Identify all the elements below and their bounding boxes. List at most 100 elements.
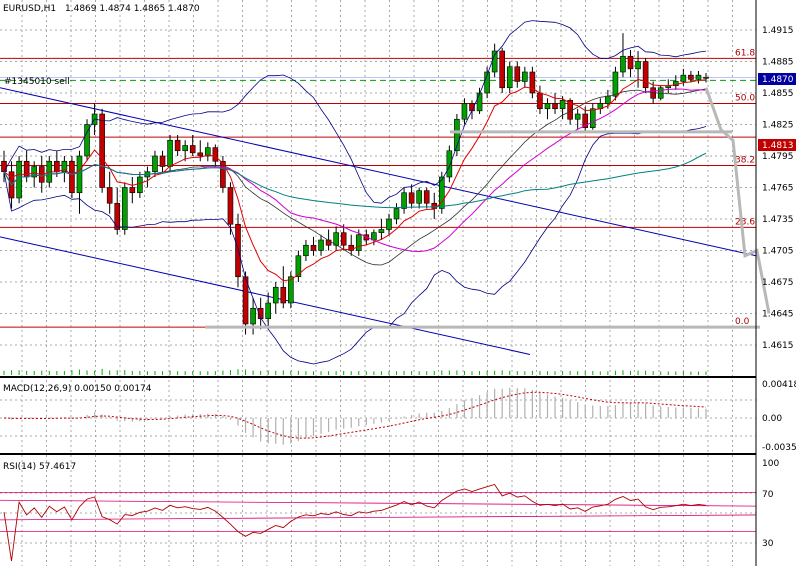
candle-body: [114, 202, 121, 230]
candle-body: [99, 113, 105, 188]
rsi-panel: [0, 483, 757, 562]
candle-body: [159, 155, 166, 167]
rsi-trend: [0, 514, 757, 521]
order-label[interactable]: #1345010 sell: [4, 77, 70, 87]
candle-body: [408, 192, 415, 204]
candle-body: [680, 74, 687, 82]
grid: [0, 0, 756, 566]
candle-body: [582, 113, 589, 128]
ma-slow: [3, 152, 707, 209]
ohlc-label: 1.4869 1.4874 1.4865 1.4870: [65, 4, 200, 14]
channel-upper: [0, 87, 757, 257]
candle-body: [303, 244, 309, 257]
candle-body: [137, 176, 143, 194]
candle-body: [703, 76, 709, 79]
candle-body: [522, 71, 528, 82]
candle-body: [84, 124, 90, 157]
candle-body: [295, 255, 302, 278]
candle-body: [461, 103, 468, 120]
price-axis: 1.4915 1.4885 1.4855 1.4825 1.4795 1.4765 1.47…: [762, 26, 794, 351]
price-tick: 1.4645: [762, 310, 794, 320]
fib-label: 0.0: [735, 317, 750, 327]
candle-body: [310, 244, 317, 251]
candle-body: [129, 187, 136, 194]
order-price-text: 1.4813: [762, 141, 794, 151]
symbol-label: EURUSD,H1: [3, 4, 56, 14]
candle-body: [529, 71, 536, 94]
candle-body: [499, 50, 505, 89]
candle-body: [152, 155, 158, 173]
candle-body: [552, 103, 558, 110]
rsi-trend: [0, 499, 757, 507]
candle-body: [167, 139, 173, 167]
candle-body: [1, 160, 7, 173]
candle-body: [484, 71, 490, 94]
candle-body: [454, 118, 460, 152]
candle-body: [54, 160, 60, 173]
candle-body: [559, 100, 566, 110]
candle-body: [544, 103, 551, 110]
candle-body: [635, 61, 641, 70]
candle-body: [61, 160, 68, 173]
macd-tick-zero: 0.00: [762, 414, 782, 424]
current-price-badge: [758, 73, 796, 85]
price-tick: 1.4855: [762, 89, 794, 99]
price-tick: 1.4735: [762, 215, 794, 225]
candle-body: [220, 160, 226, 188]
candle-body: [537, 92, 543, 110]
fib-label: 50.0: [735, 94, 755, 104]
candle-body: [620, 55, 626, 73]
price-tick: 1.4825: [762, 121, 794, 131]
candle-body: [288, 276, 294, 304]
rsi-tick-70: 70: [762, 490, 774, 500]
candle-body: [348, 244, 355, 251]
candle-body: [235, 223, 241, 278]
candle-body: [612, 71, 619, 97]
candle-body: [416, 190, 422, 204]
rsi-line: [3, 483, 707, 562]
candle-body: [378, 229, 385, 233]
candle-body: [431, 202, 438, 209]
macd-panel: [3, 387, 707, 445]
price-tick: 1.4765: [762, 184, 794, 194]
candle-body: [197, 152, 204, 157]
candle-body: [31, 166, 37, 178]
price-tick: 1.4675: [762, 278, 794, 288]
price-tick: 1.4705: [762, 247, 794, 257]
forecast-path: [704, 87, 771, 314]
candle-body: [325, 239, 332, 246]
candle-body: [106, 187, 113, 204]
ema-fast: [3, 78, 707, 282]
fib-label: 38.2: [735, 155, 755, 165]
candle-body: [272, 286, 279, 304]
candle-body: [355, 234, 362, 251]
candle-body: [589, 108, 596, 128]
candle-body: [189, 145, 196, 154]
macd-label: MACD(12,26,9) 0.00150 0.00174: [3, 384, 152, 394]
candle-body: [76, 155, 83, 194]
macd-tick-top: 0.00418: [762, 380, 796, 390]
rsi-tick-100: 100: [762, 459, 779, 469]
current-price-text: 1.4870: [762, 75, 794, 85]
bollinger-lower: [3, 126, 707, 365]
candle-body: [476, 92, 483, 112]
candle-body: [340, 232, 347, 246]
candle-body: [121, 187, 128, 230]
price-tick: 1.4885: [762, 58, 794, 68]
candle-body: [265, 302, 271, 320]
price-tick: 1.4615: [762, 341, 794, 351]
price-tick: 1.4795: [762, 152, 794, 162]
candle-body: [695, 74, 702, 80]
candle-body: [401, 192, 407, 209]
candle-body: [688, 74, 694, 80]
rsi-tick-30: 30: [762, 539, 774, 549]
candle-body: [371, 232, 377, 241]
candle-body: [182, 145, 188, 152]
fib-label: 23.6: [735, 217, 755, 227]
macd-signal: [3, 391, 707, 439]
candle-body: [69, 160, 75, 194]
candle-body: [605, 95, 611, 104]
channel-lower: [0, 236, 531, 355]
